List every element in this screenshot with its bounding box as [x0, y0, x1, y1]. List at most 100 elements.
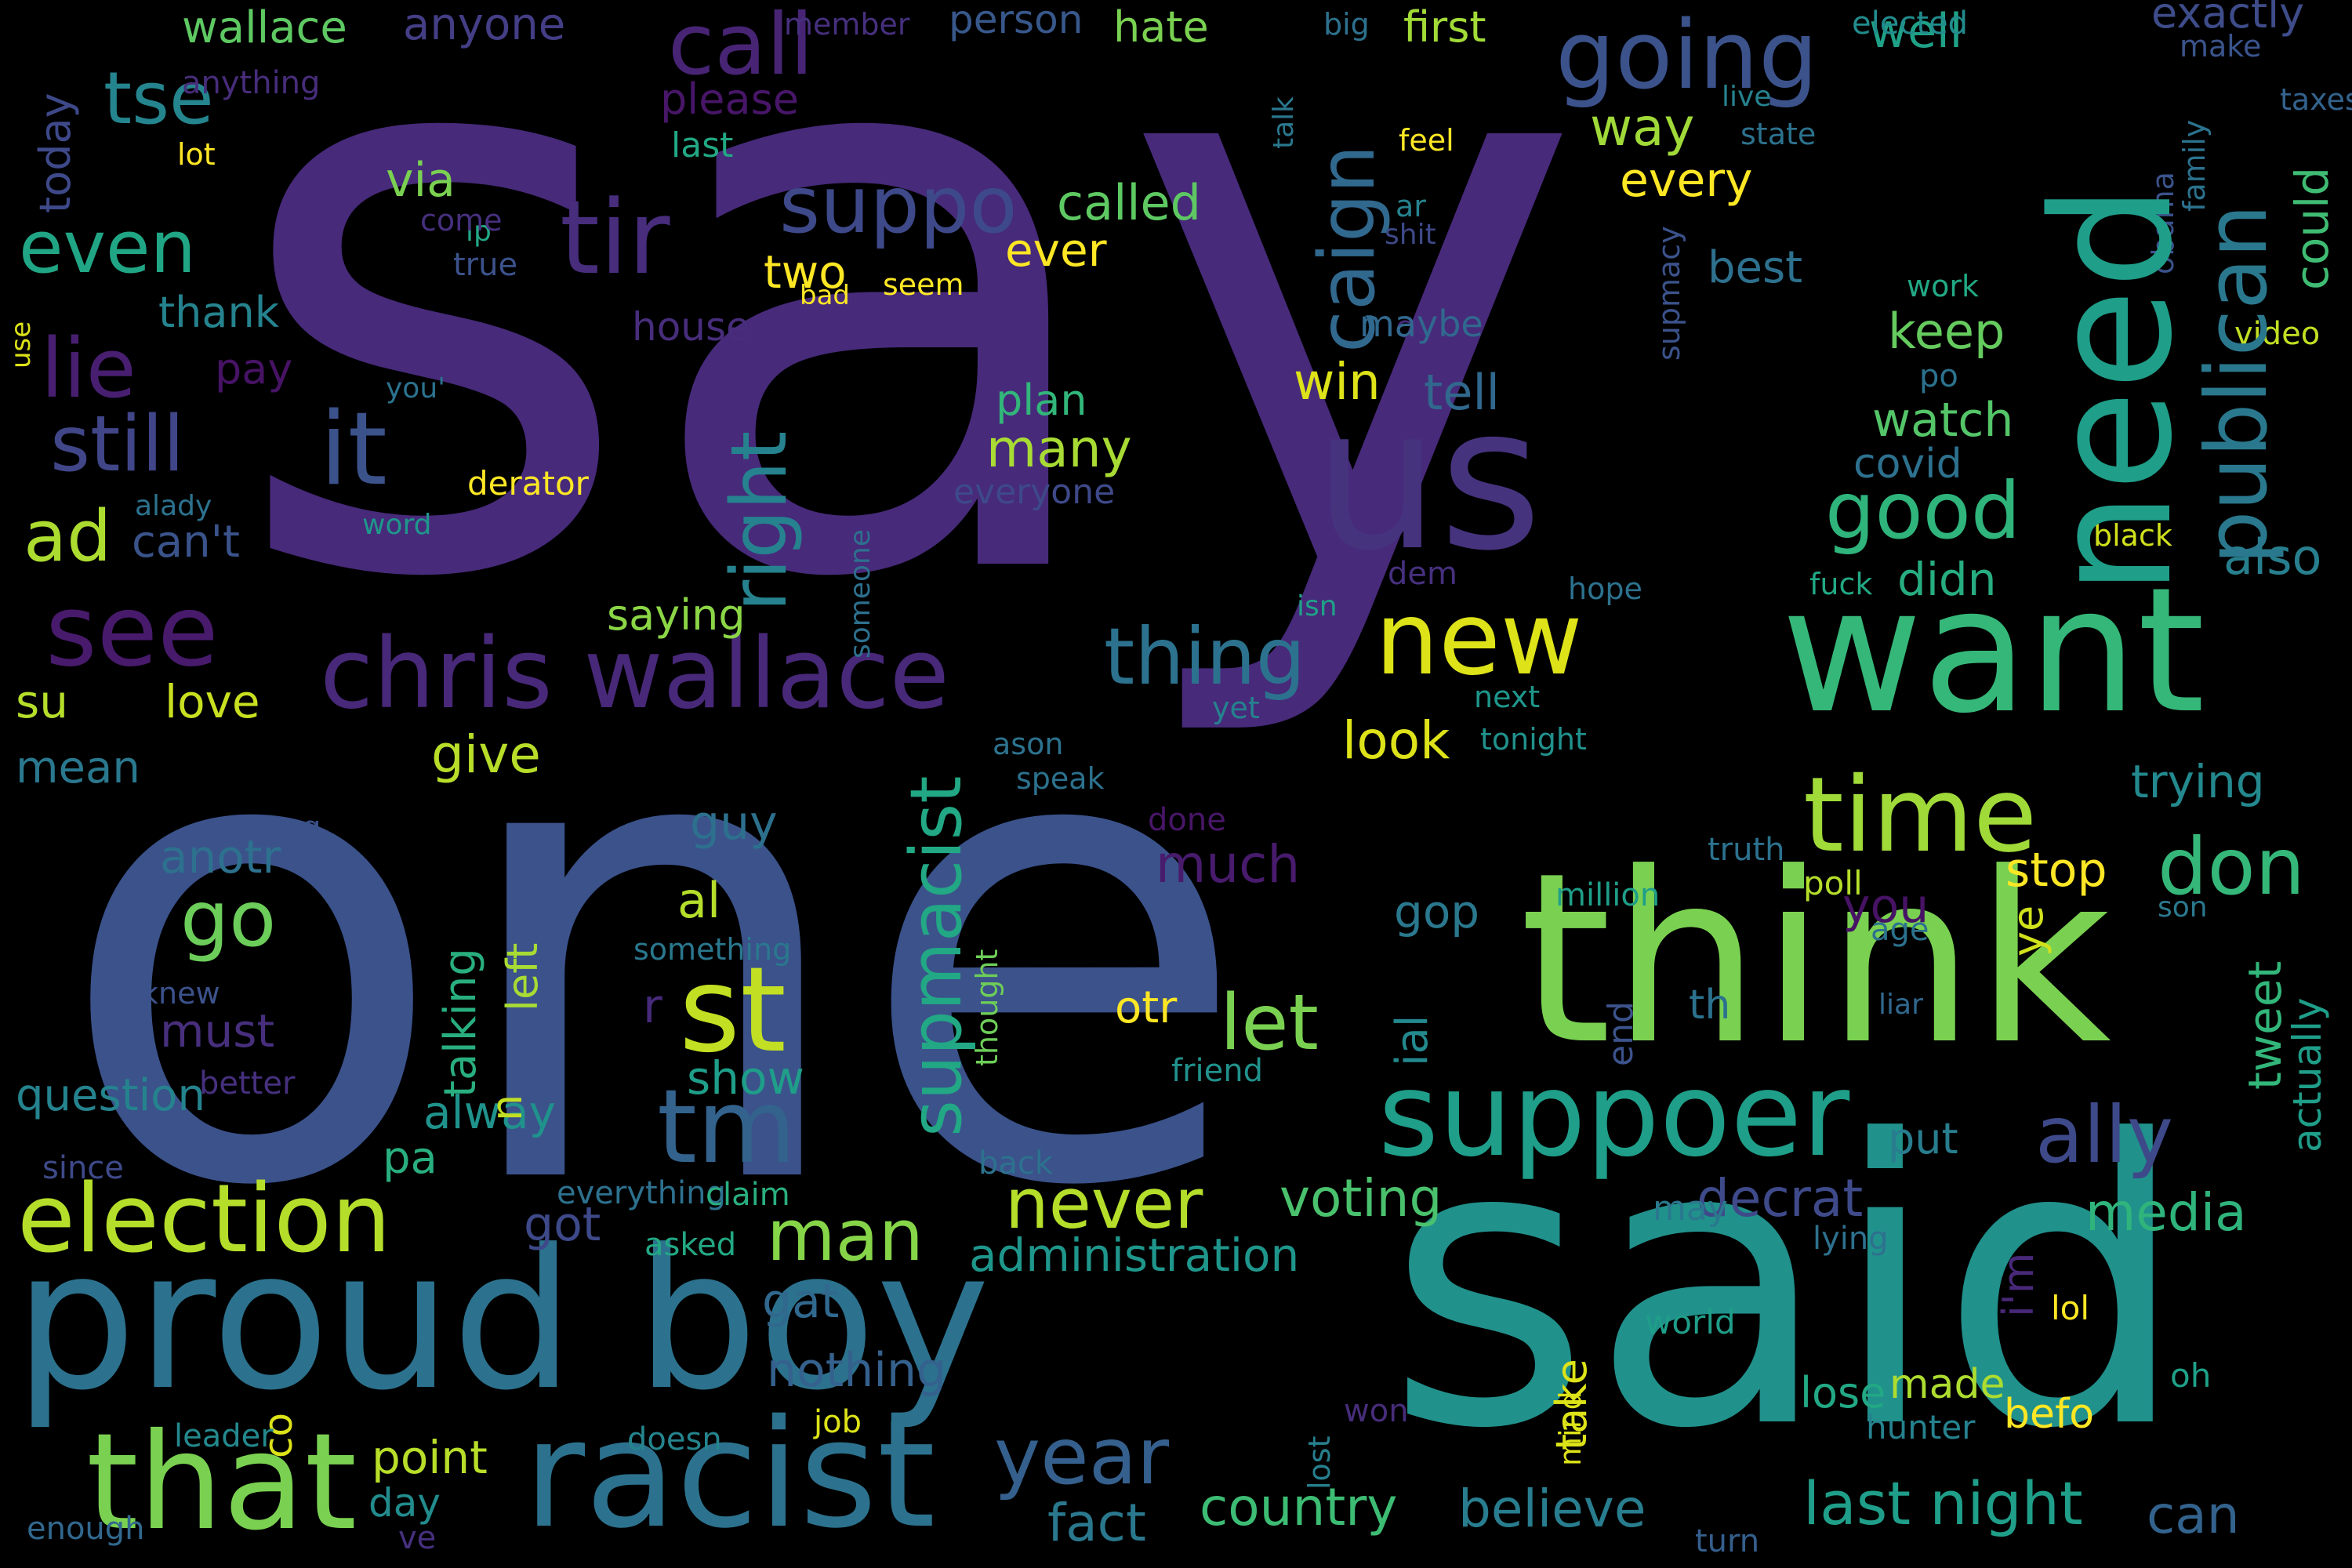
word: won — [1344, 1393, 1409, 1429]
word: wallace — [182, 2, 347, 53]
word: it — [320, 391, 387, 508]
word: way — [1590, 97, 1695, 158]
word: end — [1601, 1001, 1641, 1066]
word: suppo — [779, 159, 1018, 251]
word: shit — [1385, 219, 1436, 251]
word: decrat — [1697, 1168, 1864, 1229]
word: anyone — [403, 0, 566, 50]
word: claim — [706, 1177, 790, 1213]
word: made — [1889, 1361, 2005, 1408]
word: via — [386, 153, 456, 208]
word: anotr — [160, 830, 281, 884]
word: let — [1220, 978, 1319, 1068]
word: nothing — [767, 1343, 947, 1398]
word: see — [45, 573, 219, 688]
word: use — [5, 321, 37, 368]
word: leader — [174, 1418, 274, 1454]
word: chris wallace — [320, 618, 949, 731]
word: everyone — [953, 472, 1116, 512]
word: new — [1375, 581, 1583, 698]
word: got — [524, 1197, 601, 1252]
word: guy — [690, 796, 778, 851]
word: lying — [1813, 1221, 1889, 1257]
word: alady — [135, 490, 212, 522]
word: look — [1342, 710, 1450, 771]
word: maybe — [1359, 303, 1483, 345]
word: everything — [557, 1175, 726, 1211]
word: pa — [383, 1133, 437, 1184]
word: you' — [386, 372, 446, 405]
word: hope — [1568, 572, 1642, 606]
word: mind — [1553, 1391, 1588, 1466]
word: us — [1314, 365, 1543, 594]
word: wrong — [229, 810, 321, 844]
word: bad — [800, 280, 850, 311]
word: fuck — [1809, 567, 1873, 601]
word: last night — [1803, 1468, 2083, 1538]
word: today — [31, 93, 80, 213]
word: proud boy — [14, 1209, 990, 1433]
word: befo — [2004, 1391, 2095, 1438]
word: pay — [215, 344, 293, 394]
word: last — [671, 125, 734, 165]
word: make — [2180, 29, 2262, 64]
word: anything — [182, 65, 321, 101]
word: time — [1803, 755, 2038, 876]
word: thank — [158, 288, 279, 337]
word: could — [2285, 166, 2339, 290]
word: thought — [970, 949, 1004, 1066]
word: believe — [1458, 1479, 1646, 1539]
word: please — [660, 74, 799, 124]
word: fact — [1047, 1493, 1146, 1553]
word: something — [633, 932, 792, 967]
word: man — [767, 1195, 924, 1277]
word: doesn — [627, 1421, 722, 1457]
word: go — [180, 875, 277, 964]
word: ve — [398, 1520, 437, 1556]
word: ar — [1396, 189, 1426, 223]
word: tweet — [2238, 960, 2292, 1090]
word: gop — [1394, 885, 1480, 938]
word: ial — [1387, 1014, 1438, 1066]
word: job — [814, 1404, 862, 1440]
word: trying — [2131, 755, 2265, 808]
word: show — [687, 1051, 804, 1105]
word: i'm — [1994, 1252, 2043, 1317]
word: left — [498, 942, 547, 1011]
word: call — [668, 0, 814, 94]
word: many — [986, 419, 1132, 479]
word: ason — [993, 727, 1064, 761]
word: lol — [2051, 1289, 2090, 1327]
word: lose — [1800, 1368, 1886, 1417]
word: lot — [177, 137, 216, 172]
word: talk — [1268, 96, 1300, 149]
word: isn — [1297, 590, 1338, 622]
word: love — [165, 675, 260, 728]
word: tse — [103, 56, 214, 140]
word: win — [1294, 354, 1381, 412]
word: dem — [1388, 556, 1457, 592]
word: even — [19, 205, 196, 289]
word: going — [1555, 2, 1819, 111]
word: po — [1919, 358, 1958, 394]
word: one — [55, 579, 1251, 1327]
word: every — [1620, 153, 1753, 208]
word: n — [482, 1094, 532, 1121]
word: hate — [1113, 2, 1209, 52]
word: gat — [762, 1274, 840, 1329]
word: back — [978, 1145, 1054, 1181]
word: plan — [996, 376, 1087, 425]
word: th — [1689, 982, 1731, 1029]
word: much — [1156, 834, 1301, 895]
word: give — [431, 724, 541, 785]
word: next — [1474, 680, 1541, 714]
word: talking — [435, 948, 486, 1098]
word: can't — [132, 517, 240, 568]
word: put — [1888, 1114, 1958, 1163]
word: best — [1708, 242, 1803, 293]
word: friend — [1171, 1053, 1263, 1089]
word: state — [1740, 117, 1817, 151]
word: stop — [2005, 843, 2107, 898]
word: two — [764, 245, 847, 299]
